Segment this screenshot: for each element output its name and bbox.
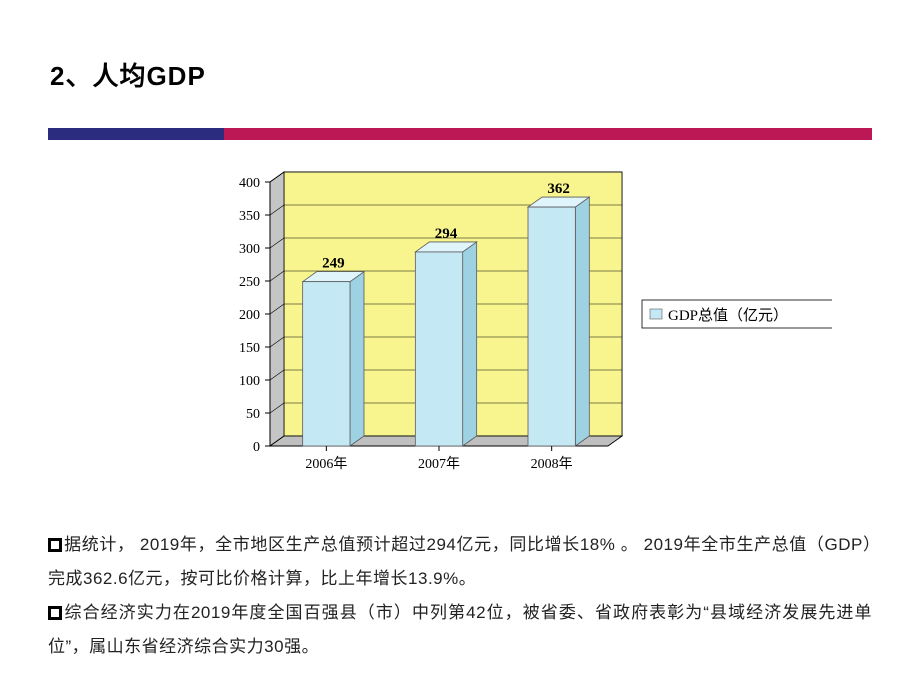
svg-text:0: 0	[253, 440, 260, 455]
paragraph-1: 据统计， 2019年，全市地区生产总值预计超过294亿元，同比增长18% 。 2…	[48, 528, 872, 596]
svg-text:200: 200	[239, 308, 260, 323]
page-title: 2、人均GDP	[50, 56, 206, 93]
svg-text:2008年: 2008年	[531, 456, 573, 472]
svg-text:250: 250	[239, 275, 260, 290]
svg-text:2006年: 2006年	[305, 456, 347, 472]
title-divider	[48, 128, 872, 140]
divider-right	[224, 128, 872, 140]
svg-text:150: 150	[239, 341, 260, 356]
svg-text:362: 362	[547, 181, 570, 197]
paragraph-2-text: 综合经济实力在2019年度全国百强县（市）中列第42位，被省委、省政府表彰为“县…	[48, 603, 872, 656]
body-text: 据统计， 2019年，全市地区生产总值预计超过294亿元，同比增长18% 。 2…	[48, 528, 872, 664]
svg-text:300: 300	[239, 242, 260, 257]
gdp-bar-chart: 0 50 100 150 200 250 300 350 400 249 2006年 294 2007年…	[212, 170, 832, 478]
svg-text:GDP总值（亿元）: GDP总值（亿元）	[668, 307, 788, 324]
paragraph-2: 综合经济实力在2019年度全国百强县（市）中列第42位，被省委、省政府表彰为“县…	[48, 596, 872, 664]
divider-left	[48, 128, 224, 140]
paragraph-1-text: 据统计， 2019年，全市地区生产总值预计超过294亿元，同比增长18% 。 2…	[48, 535, 872, 588]
svg-text:350: 350	[239, 209, 260, 224]
svg-text:294: 294	[435, 226, 458, 242]
svg-text:2007年: 2007年	[418, 456, 460, 472]
svg-text:100: 100	[239, 374, 260, 389]
svg-text:249: 249	[322, 256, 345, 272]
svg-text:400: 400	[239, 176, 260, 191]
svg-text:50: 50	[246, 407, 260, 422]
bullet-icon	[48, 606, 62, 620]
bullet-icon	[48, 538, 62, 552]
